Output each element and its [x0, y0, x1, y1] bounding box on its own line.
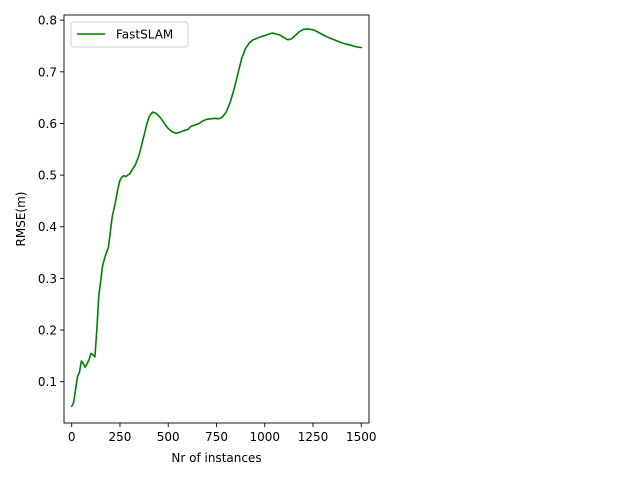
- y-tick-label: 0.5: [38, 169, 57, 183]
- axes-layer: 0 250 500 750 1000 1250 1500 0.1 0.2 0.3 0.4 0.5 0.6…: [38, 14, 377, 444]
- x-tick-label: 1000: [249, 430, 280, 444]
- y-axis-label: RMSE(m): [14, 192, 28, 247]
- x-tick-label: 500: [157, 430, 180, 444]
- y-tick-label: 0.8: [38, 14, 57, 28]
- x-tick-label: 1500: [346, 430, 377, 444]
- y-tick-label: 0.3: [38, 272, 57, 286]
- legend-frame: [70, 21, 189, 48]
- legend-label-fastslam: FastSLAM: [116, 28, 173, 42]
- plot-area: [64, 15, 369, 423]
- y-tick-label: 0.1: [38, 375, 57, 389]
- x-tick-label: 0: [68, 430, 76, 444]
- y-tick-label: 0.7: [38, 65, 57, 79]
- x-tick-label: 750: [205, 430, 228, 444]
- x-tick-label: 1250: [298, 430, 329, 444]
- y-tick-label: 0.2: [38, 324, 57, 338]
- y-tick-label: 0.4: [38, 220, 57, 234]
- series-layer: [70, 28, 363, 408]
- legend: FastSLAM: [70, 21, 189, 48]
- x-tick-label: 250: [109, 430, 132, 444]
- y-tick-label: 0.6: [38, 117, 57, 131]
- series-line-fastslam: [70, 28, 363, 408]
- x-axis-label: Nr of instances: [171, 451, 261, 465]
